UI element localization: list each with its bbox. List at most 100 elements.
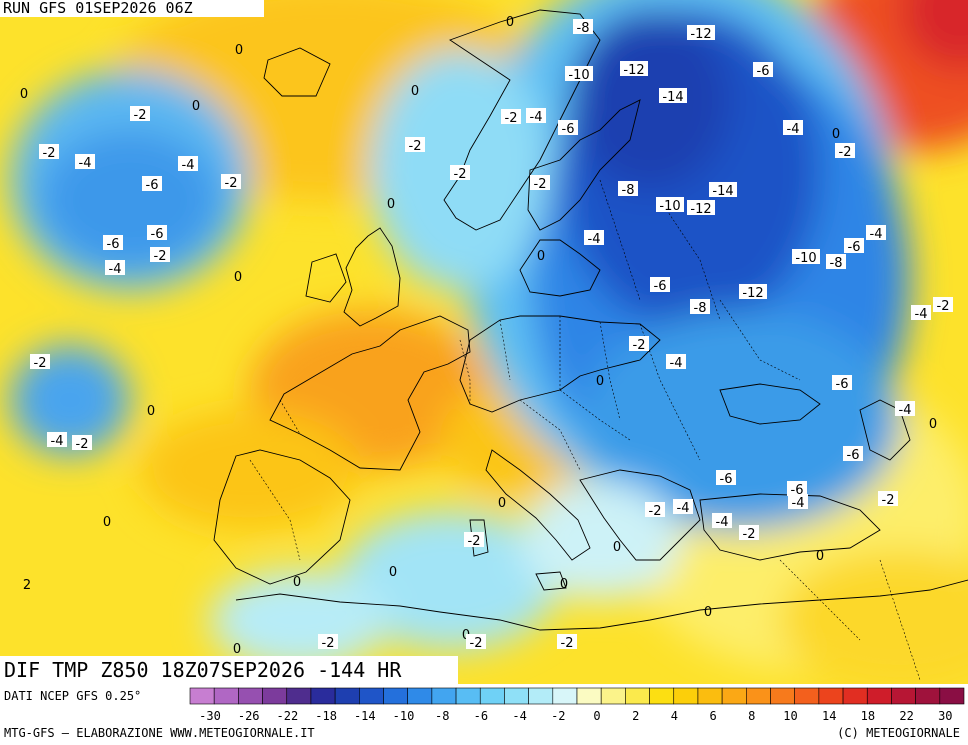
- contour-label-text: -4: [51, 434, 64, 449]
- contour-label-text: 0: [498, 496, 506, 511]
- contour-label-box: [618, 181, 638, 196]
- contour-label-text: 0: [560, 577, 568, 592]
- contour-label: -12: [687, 200, 715, 217]
- contour-label-box: [690, 299, 710, 314]
- contour-label-text: -10: [659, 199, 680, 214]
- contour-label: 0: [613, 540, 621, 555]
- contour-label-box: [895, 401, 915, 416]
- contour-label: -6: [753, 62, 773, 79]
- contour-label-text: 0: [506, 15, 514, 30]
- contour-label-text: -2: [561, 636, 574, 651]
- contour-label-text: -6: [107, 237, 120, 252]
- contour-label-text: -6: [847, 448, 860, 463]
- legend-swatch: [479, 687, 505, 705]
- legend-swatch: [794, 687, 820, 705]
- contour-label: -2: [739, 525, 759, 542]
- contour-label-text: 0: [103, 515, 111, 530]
- contour-label-box: [656, 197, 684, 212]
- legend-tick-label: -6: [474, 709, 488, 723]
- contour-label-box: [712, 513, 732, 528]
- contour-label-box: [666, 354, 686, 369]
- contour-label-box: [130, 106, 150, 121]
- temperature-anomaly-map: -8 -12 0 0 -10 -12 -6 0 0 -14 0 -2 -2 -4 -6 -4 0 -2 -2 -2 -4…: [0, 0, 968, 684]
- contour-label-text: 0: [389, 565, 397, 580]
- contour-label: -2: [318, 634, 338, 651]
- contour-label-box: [792, 249, 820, 264]
- contour-label-box: [739, 525, 759, 540]
- contour-label-text: -8: [622, 183, 635, 198]
- contour-label-text: -4: [716, 515, 729, 530]
- contour-label-text: -6: [146, 178, 159, 193]
- contour-label-box: [835, 143, 855, 158]
- contour-label: -2: [645, 502, 665, 519]
- contour-label: -6: [650, 277, 670, 294]
- legend-tick-label: -30: [199, 709, 221, 723]
- valid-time-label: DIF TMP Z850 18Z07SEP2026 -144 HR: [0, 656, 458, 684]
- contour-label-box: [826, 254, 846, 269]
- contour-label-text: -10: [568, 68, 589, 83]
- contour-label-text: 0: [20, 87, 28, 102]
- contour-label: -14: [659, 88, 687, 105]
- contour-label-box: [753, 62, 773, 77]
- contour-label: -2: [530, 175, 550, 192]
- legend-swatch: [310, 687, 336, 705]
- contour-label: -10: [792, 249, 820, 266]
- contour-label-box: [103, 235, 123, 250]
- coastlines: [213, 9, 968, 631]
- contour-label: -4: [178, 156, 198, 173]
- contour-label-text: -4: [677, 501, 690, 516]
- contour-label-text: -2: [743, 527, 756, 542]
- run-label: RUN GFS 01SEP2026 06Z: [0, 0, 264, 17]
- contour-label-text: 0: [613, 540, 621, 555]
- legend-swatch: [746, 687, 771, 705]
- contour-label-text: 2: [23, 578, 31, 593]
- contour-label-box: [221, 174, 241, 189]
- legend-swatch: [504, 687, 529, 705]
- contour-label-text: -2: [454, 167, 467, 182]
- contour-label-box: [629, 336, 649, 351]
- contour-label-text: -2: [649, 504, 662, 519]
- contour-label: -2: [933, 297, 953, 314]
- contour-label: -2: [501, 109, 521, 126]
- legend-swatch: [625, 687, 650, 705]
- legend-tick-label: 2: [632, 709, 639, 723]
- contour-label-text: -6: [848, 240, 861, 255]
- contour-label: -12: [620, 61, 648, 78]
- contour-label: -2: [878, 491, 898, 508]
- contour-label: -6: [147, 225, 167, 242]
- contour-label-box: [866, 225, 886, 240]
- legend-swatch: [189, 687, 215, 705]
- legend-swatch: [649, 687, 675, 705]
- contour-label: -4: [788, 494, 808, 511]
- contour-label-box: [573, 19, 593, 34]
- contour-label: -4: [895, 401, 915, 418]
- contour-label: 0: [537, 249, 545, 264]
- contour-label-text: -12: [742, 286, 763, 301]
- legend-tick-label: 18: [861, 709, 875, 723]
- contour-label: 0: [704, 605, 712, 620]
- contour-label: -2: [405, 137, 425, 154]
- contour-label-text: -4: [530, 110, 543, 125]
- contour-label-text: 0: [832, 127, 840, 142]
- legend-swatch: [383, 687, 408, 705]
- legend-swatch: [673, 687, 699, 705]
- contour-label-text: 0: [293, 575, 301, 590]
- legend-swatch: [770, 687, 795, 705]
- contour-label-text: -12: [623, 63, 644, 78]
- contour-label-box: [878, 491, 898, 506]
- legend-swatch: [407, 687, 433, 705]
- contour-label: 0: [816, 549, 824, 564]
- legend-tick-label: 10: [783, 709, 797, 723]
- contour-label-box: [832, 375, 852, 390]
- contour-label-text: -4: [792, 496, 805, 511]
- contour-label-text: -6: [836, 377, 849, 392]
- contour-label-box: [709, 182, 737, 197]
- contour-label-box: [30, 354, 50, 369]
- contour-label-box: [558, 120, 578, 135]
- contour-label: -2: [629, 336, 649, 353]
- legend-tick-label: 8: [748, 709, 755, 723]
- contour-label: -6: [716, 470, 736, 487]
- contour-label: -14: [709, 182, 737, 199]
- contour-label-text: -2: [534, 177, 547, 192]
- contour-label-box: [584, 230, 604, 245]
